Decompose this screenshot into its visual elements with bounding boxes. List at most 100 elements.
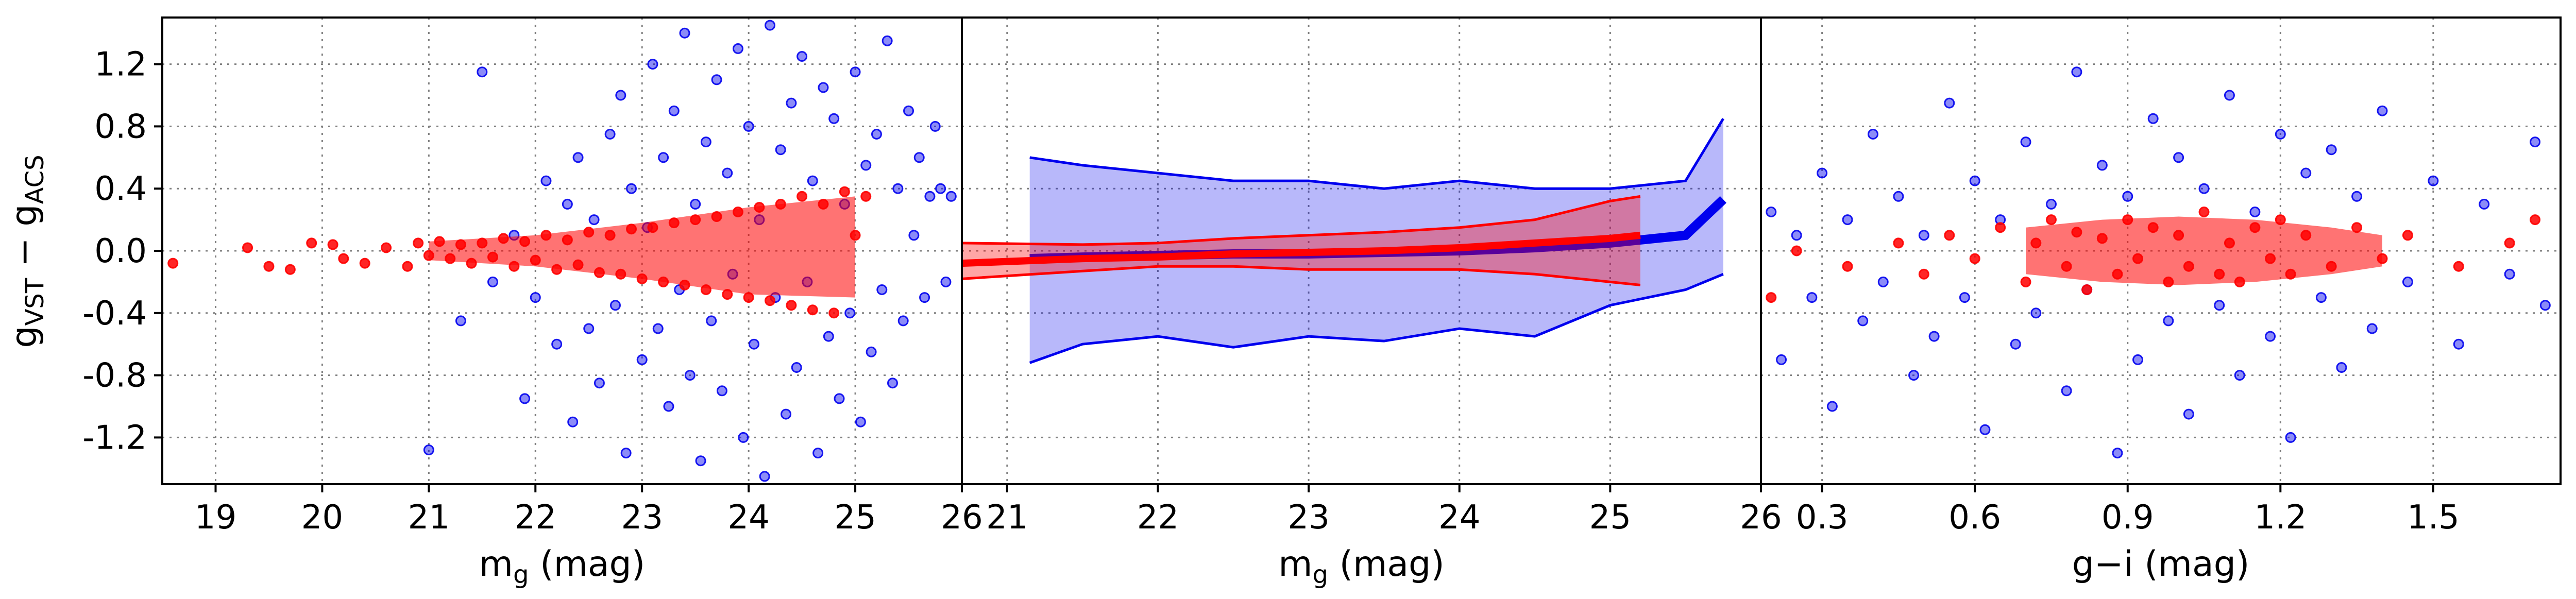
point-all: [2428, 175, 2439, 186]
ticks: [1821, 484, 2434, 492]
x-axis-label: mg (mag): [1278, 544, 1444, 589]
point-all: [2315, 292, 2327, 303]
point-all: [679, 27, 690, 39]
point-all: [2045, 198, 2057, 210]
point-selected: [765, 295, 776, 306]
point-all: [2265, 331, 2276, 342]
x-tick-label: 25: [1589, 499, 1631, 537]
point-all: [2402, 276, 2413, 287]
y-tick-label: -0.4: [82, 295, 147, 333]
point-all: [919, 292, 930, 303]
point-all: [924, 191, 936, 202]
point-all: [818, 82, 829, 93]
y-tick-label: 0.4: [94, 170, 147, 208]
point-selected: [1893, 237, 1904, 249]
point-selected: [413, 237, 424, 249]
point-all: [2377, 105, 2388, 116]
x-tick-label: 21: [408, 499, 450, 537]
point-all: [834, 393, 845, 404]
dense-selected-region: [2026, 216, 2383, 285]
point-all: [706, 315, 717, 327]
point-all: [2096, 160, 2108, 171]
point-all: [716, 385, 727, 397]
svg-text:gVST − gACS: gVST − gACS: [4, 155, 49, 348]
point-all: [2504, 268, 2515, 280]
lower-line-selected: [962, 265, 1641, 286]
point-all: [2132, 354, 2144, 365]
point-all: [2336, 362, 2347, 373]
point-all: [620, 448, 632, 459]
point-all: [1791, 230, 1802, 241]
point-all: [1979, 424, 1991, 435]
x-tick-label: 0.6: [1948, 499, 2001, 537]
ticks: [1006, 484, 1762, 492]
point-all: [1893, 191, 1904, 202]
x-tick-label: 23: [621, 499, 663, 537]
point-all: [732, 43, 743, 54]
point-all: [781, 408, 792, 420]
point-all: [1969, 175, 1980, 186]
point-all: [668, 105, 680, 116]
series-all: [1766, 66, 2551, 459]
point-selected: [2198, 207, 2210, 217]
point-selected: [338, 253, 349, 264]
y-axis-label-main: g: [4, 326, 45, 348]
plot-area: [167, 20, 957, 482]
point-selected: [2530, 214, 2541, 226]
point-all: [775, 144, 786, 156]
point-all: [935, 183, 946, 194]
point-selected: [284, 264, 296, 275]
point-all: [791, 362, 802, 373]
panel-1-magnitude-scatter: 19 20 21 22 23 24 25 26 -1.2 -0.8 -0.4 0.0 0.4 0.8 1.2…: [82, 16, 983, 589]
point-selected: [306, 237, 317, 249]
point-selected: [2081, 284, 2093, 295]
point-all: [855, 416, 866, 427]
point-all: [1826, 401, 1838, 412]
point-all: [1959, 292, 1970, 303]
point-all: [2183, 408, 2194, 420]
point-all: [860, 160, 872, 171]
point-all: [2479, 198, 2490, 210]
point-all: [1806, 292, 1818, 303]
y-tick-label: 0.0: [94, 232, 147, 270]
band-selected: [962, 196, 1640, 285]
x-tick-label: 20: [301, 499, 343, 537]
lower-line-all: [1029, 272, 1724, 364]
point-all: [588, 214, 600, 226]
panel-3-color-scatter: 0.3 0.6 0.9 1.2 1.5 g−i (mag): [1760, 16, 2562, 585]
point-all: [2147, 113, 2159, 124]
plot-area: [962, 118, 1727, 364]
panel-frame: [1760, 16, 2562, 485]
point-all: [807, 175, 818, 186]
point-all: [1918, 230, 1929, 241]
median-line-selected: [962, 231, 1641, 267]
x-axis-label-main: g−i (mag): [2072, 544, 2250, 585]
point-all: [626, 183, 637, 194]
point-selected: [1842, 261, 1853, 272]
point-all: [567, 416, 579, 427]
point-all: [1776, 354, 1787, 365]
point-all: [748, 338, 759, 350]
point-all: [2020, 136, 2031, 148]
point-selected: [1918, 268, 1929, 280]
point-all: [711, 74, 722, 85]
point-all: [1867, 129, 1878, 140]
point-selected: [2045, 214, 2057, 226]
point-all: [572, 152, 584, 163]
point-all: [695, 455, 706, 467]
point-all: [866, 346, 877, 357]
point-all: [684, 370, 696, 381]
x-tick-label: 1.2: [2254, 499, 2307, 537]
point-all: [759, 471, 770, 482]
point-all: [636, 354, 648, 365]
point-all: [2249, 207, 2261, 217]
point-all: [2071, 66, 2082, 78]
point-all: [1817, 167, 1828, 179]
point-all: [882, 35, 893, 46]
point-all: [2112, 448, 2123, 459]
x-axis-label: g−i (mag): [2072, 544, 2250, 585]
point-all: [455, 315, 466, 327]
x-axis-label-main: m: [479, 544, 513, 585]
point-all: [658, 152, 669, 163]
point-all: [652, 323, 664, 334]
